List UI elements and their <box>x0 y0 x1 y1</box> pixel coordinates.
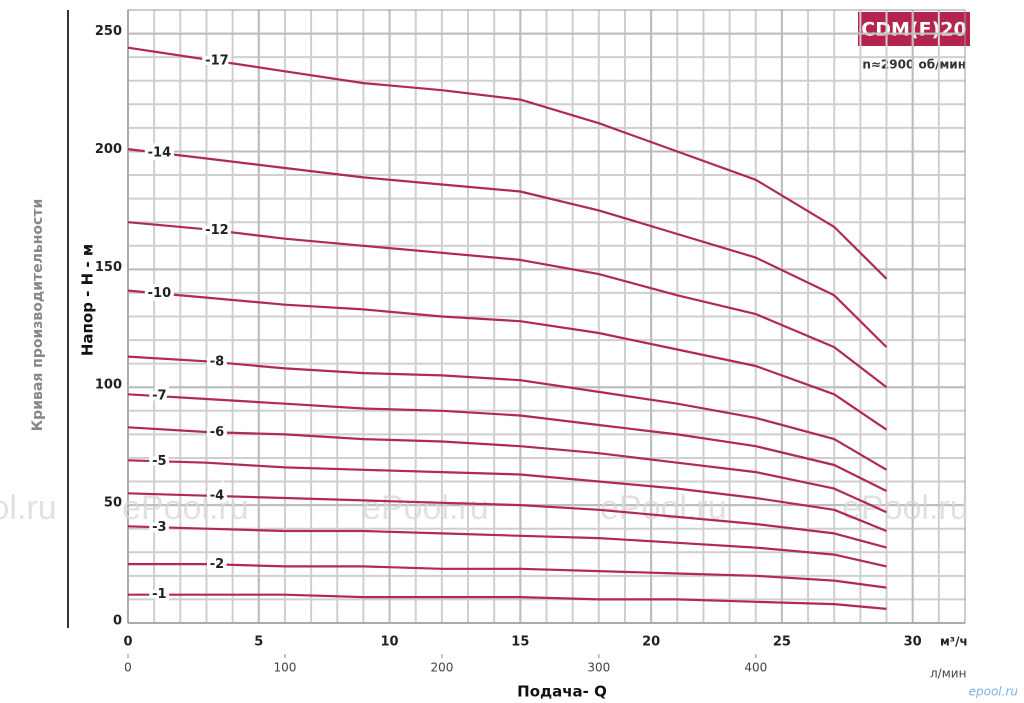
pump-curve <box>127 289 888 431</box>
x-tick-label: 25 <box>773 635 791 650</box>
series-label: -8 <box>210 355 224 370</box>
x-unit: м³/ч <box>940 635 968 649</box>
y-caption: Кривая производительности <box>30 199 46 432</box>
series-label: -5 <box>152 454 166 469</box>
y-tick-label: 200 <box>95 142 122 157</box>
x2-unit: л/мин <box>930 667 966 681</box>
pump-curve <box>127 459 887 533</box>
pump-curve <box>127 355 888 471</box>
x2-tick-label: 200 <box>430 661 453 675</box>
series-label: -17 <box>205 54 229 69</box>
y-tick-label: 50 <box>104 496 122 511</box>
y-tick-label: 250 <box>95 24 122 39</box>
watermark: ePool.ru <box>0 489 57 527</box>
pump-curve <box>127 393 887 492</box>
pump-curve <box>127 492 887 549</box>
logo: epool.ru <box>969 685 1019 699</box>
y-tick-label: 100 <box>95 378 122 393</box>
series-label: -1 <box>152 587 166 602</box>
x-tick-label: 20 <box>642 635 660 650</box>
x-tick-label: 10 <box>381 635 399 650</box>
series-label: -3 <box>152 520 166 535</box>
x-axis-label: Подача- Q <box>517 683 607 701</box>
pump-curve <box>127 426 887 514</box>
pump-curve <box>127 525 887 568</box>
watermark: ePool.ru <box>362 489 489 527</box>
series-label: -2 <box>210 557 224 572</box>
y-axis-label: Напор - H - м <box>79 244 97 356</box>
series-label: -14 <box>148 145 172 160</box>
x2-tick-label: 100 <box>273 661 296 675</box>
pump-curve <box>128 562 887 589</box>
series-label: -12 <box>205 223 229 238</box>
series-label: -6 <box>210 425 224 440</box>
pump-curve <box>127 46 888 280</box>
x-tick-label: 15 <box>511 635 529 650</box>
x-tick-label: 5 <box>254 635 263 650</box>
pump-curve <box>127 221 888 389</box>
x2-tick-label: 0 <box>124 661 132 675</box>
x2-tick-label: 300 <box>587 661 610 675</box>
x2-tick-label: 400 <box>744 661 767 675</box>
y-tick-label: 0 <box>113 614 122 629</box>
plot-frame <box>127 9 966 624</box>
series-label: -4 <box>210 488 224 503</box>
watermark: ePool.ru <box>600 489 727 527</box>
pump-curve <box>128 593 887 610</box>
series-label: -7 <box>152 389 166 404</box>
series-label: -10 <box>148 286 172 301</box>
title-badge <box>858 12 970 46</box>
x-tick-label: 30 <box>904 635 922 650</box>
chart-subtitle: n≈2900 об/мин <box>862 58 966 72</box>
y-tick-label: 150 <box>95 260 122 275</box>
chart-title: CDM(F)20 <box>861 19 966 41</box>
pump-curve <box>127 148 888 348</box>
x-tick-label: 0 <box>123 635 132 650</box>
